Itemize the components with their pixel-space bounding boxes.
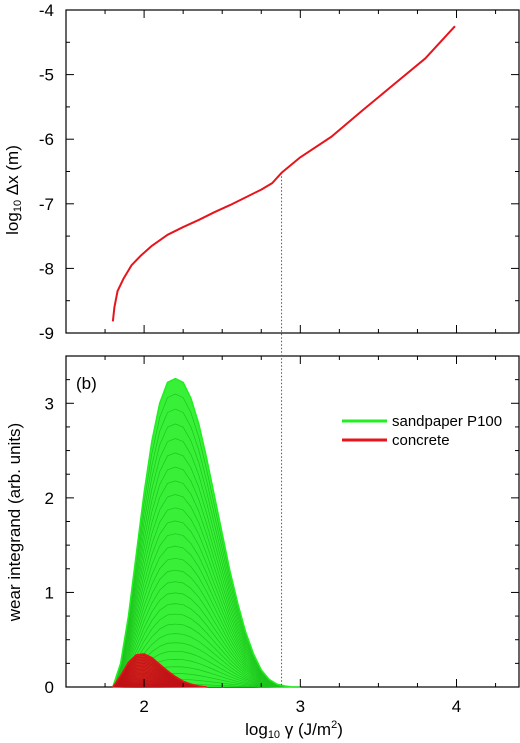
top-y-axis-label: log10 Δx (m)	[3, 145, 24, 235]
bottom-panel: 0 1 2 3 2 3 4 (b) sandpaper P100 concrete wear …	[5, 355, 520, 741]
top-y-tick-label: -5	[39, 66, 54, 85]
top-series-line	[111, 25, 456, 322]
bottom-series	[112, 377, 301, 688]
top-y-tick-label: -8	[39, 259, 54, 278]
bottom-y-tick-label: 3	[45, 394, 54, 413]
top-y-tick-label: -9	[39, 324, 54, 343]
top-tick-labels: -4 -5 -6 -7 -8 -9	[39, 1, 54, 343]
bottom-tick-labels: 0 1 2 3 2 3 4	[45, 394, 462, 716]
top-panel: -4 -5 -6 -7 -8 -9 log10 Δx (m)	[3, 1, 520, 343]
x-axis-label: log10 γ (J/m2)	[245, 719, 343, 741]
x-tick-label: 2	[139, 697, 148, 716]
top-ticks	[65, 9, 519, 334]
legend-entry: sandpaper P100	[392, 413, 502, 430]
series-envelope	[112, 377, 301, 688]
panel-label: (b)	[76, 374, 97, 393]
bottom-y-tick-label: 2	[45, 489, 54, 508]
legend: sandpaper P100 concrete	[342, 413, 502, 449]
x-tick-label: 3	[296, 697, 305, 716]
top-series	[111, 25, 456, 322]
bottom-y-tick-label: 1	[45, 583, 54, 602]
top-y-tick-label: -7	[39, 195, 54, 214]
x-axis-label-sub: 10	[268, 729, 280, 741]
bottom-y-axis-label: wear integrand (arb. units)	[5, 423, 24, 622]
x-tick-label: 4	[452, 697, 461, 716]
legend-entry: concrete	[392, 432, 450, 449]
top-y-tick-label: -6	[39, 130, 54, 149]
series-envelope	[112, 653, 207, 688]
top-plot-frame	[65, 9, 520, 334]
bottom-y-tick-label: 0	[45, 678, 54, 697]
top-y-axis-label-sub: 10	[12, 200, 24, 212]
top-y-tick-label: -4	[39, 1, 54, 20]
bottom-ticks	[65, 355, 519, 688]
